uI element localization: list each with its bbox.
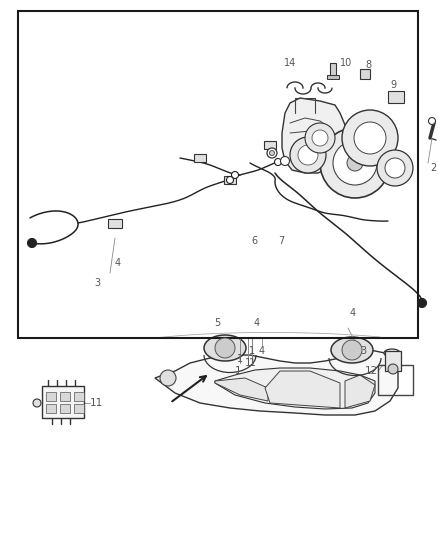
Bar xyxy=(194,154,206,162)
Text: 5: 5 xyxy=(214,318,220,328)
Text: 3: 3 xyxy=(360,346,366,356)
Text: 4: 4 xyxy=(259,346,265,356)
Polygon shape xyxy=(215,378,268,401)
Bar xyxy=(74,404,84,413)
Text: 12: 12 xyxy=(365,366,378,376)
Circle shape xyxy=(160,370,176,386)
Circle shape xyxy=(305,123,335,153)
Circle shape xyxy=(269,150,275,156)
Circle shape xyxy=(347,155,363,171)
Circle shape xyxy=(388,364,398,374)
Bar xyxy=(378,365,413,395)
Text: 4: 4 xyxy=(115,258,121,268)
Text: 13: 13 xyxy=(389,352,403,362)
Circle shape xyxy=(33,399,41,407)
Circle shape xyxy=(280,157,290,166)
Circle shape xyxy=(428,117,435,125)
Bar xyxy=(108,219,122,228)
Text: 1: 1 xyxy=(235,366,241,376)
Circle shape xyxy=(275,158,282,166)
Circle shape xyxy=(342,110,398,166)
Text: 9: 9 xyxy=(390,80,396,90)
Bar xyxy=(360,69,370,79)
Ellipse shape xyxy=(331,337,373,363)
Text: 11: 11 xyxy=(90,398,103,408)
Text: 8: 8 xyxy=(365,60,371,70)
Polygon shape xyxy=(282,98,348,173)
Circle shape xyxy=(312,130,328,146)
Text: 14: 14 xyxy=(284,58,296,68)
Polygon shape xyxy=(215,368,375,409)
Circle shape xyxy=(385,158,405,178)
Polygon shape xyxy=(345,375,375,408)
Text: 4: 4 xyxy=(350,308,356,318)
Bar xyxy=(330,63,336,77)
Polygon shape xyxy=(265,371,340,408)
Text: 1: 1 xyxy=(248,358,255,368)
Ellipse shape xyxy=(204,335,246,361)
Bar xyxy=(46,392,56,401)
Circle shape xyxy=(267,148,277,158)
Bar xyxy=(74,392,84,401)
Text: 6: 6 xyxy=(252,236,258,246)
Bar xyxy=(60,392,70,401)
Circle shape xyxy=(298,145,318,165)
Circle shape xyxy=(232,172,239,179)
Text: 3: 3 xyxy=(94,278,100,288)
Text: 1: 1 xyxy=(245,358,251,368)
Circle shape xyxy=(320,128,390,198)
Polygon shape xyxy=(155,350,398,415)
Bar xyxy=(264,141,276,149)
Bar xyxy=(385,351,401,371)
Bar xyxy=(224,176,236,184)
Text: 1: 1 xyxy=(249,346,255,356)
Circle shape xyxy=(290,137,326,173)
Bar xyxy=(46,404,56,413)
Circle shape xyxy=(333,141,377,185)
Circle shape xyxy=(354,122,386,154)
Text: 10: 10 xyxy=(340,58,352,68)
Ellipse shape xyxy=(384,349,400,357)
Text: 4: 4 xyxy=(254,318,260,328)
Circle shape xyxy=(28,238,36,247)
Circle shape xyxy=(342,340,362,360)
Circle shape xyxy=(417,298,427,308)
Bar xyxy=(60,404,70,413)
Bar xyxy=(388,91,404,103)
Text: 1: 1 xyxy=(237,354,243,364)
Text: 2: 2 xyxy=(430,163,436,173)
Bar xyxy=(327,75,339,79)
Bar xyxy=(42,386,84,418)
Circle shape xyxy=(226,176,233,183)
Circle shape xyxy=(215,338,235,358)
Bar xyxy=(18,11,418,338)
Circle shape xyxy=(377,150,413,186)
Text: 7: 7 xyxy=(278,236,284,246)
